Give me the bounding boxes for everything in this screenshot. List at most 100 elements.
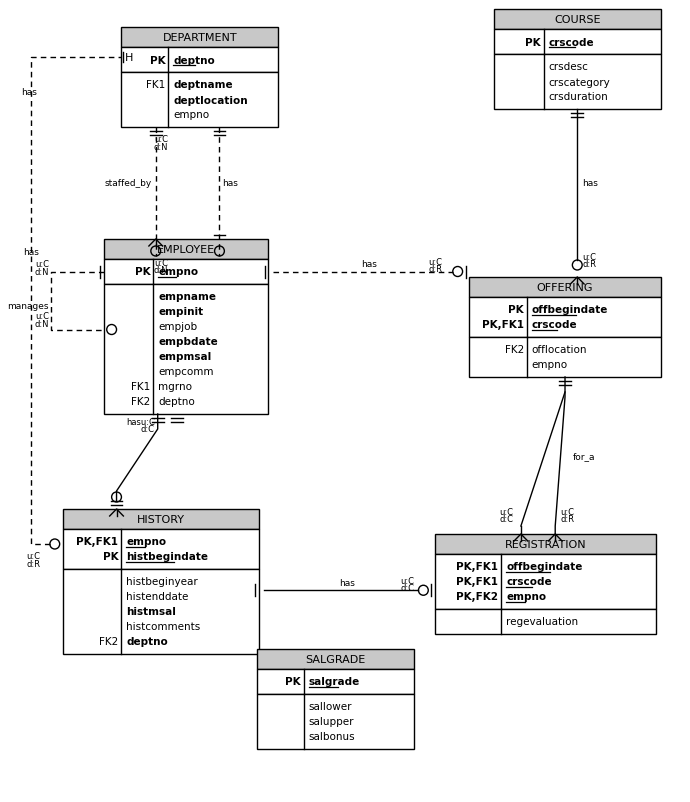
- Text: empno: empno: [173, 111, 210, 120]
- Text: histbeginyear: histbeginyear: [126, 577, 198, 587]
- Text: histmsal: histmsal: [126, 607, 176, 617]
- Text: has: has: [339, 578, 355, 587]
- Text: PK,FK1: PK,FK1: [77, 537, 119, 547]
- Text: sallower: sallower: [308, 702, 352, 711]
- Text: d:N: d:N: [154, 142, 168, 152]
- Text: staffed_by: staffed_by: [105, 180, 152, 188]
- Bar: [257, 669, 413, 695]
- Text: PK: PK: [135, 267, 150, 277]
- Text: d:R: d:R: [582, 260, 596, 269]
- Text: histenddate: histenddate: [126, 592, 188, 602]
- Text: PK,FK1: PK,FK1: [456, 577, 498, 587]
- Text: COURSE: COURSE: [554, 15, 600, 25]
- Bar: [104, 285, 268, 415]
- Text: has: has: [361, 260, 377, 269]
- Text: empmsal: empmsal: [158, 352, 211, 362]
- Bar: [121, 73, 278, 128]
- Text: crscode: crscode: [549, 38, 595, 47]
- Bar: [121, 28, 278, 48]
- Bar: [121, 48, 278, 73]
- Text: u:C: u:C: [401, 576, 415, 585]
- Text: offbegindate: offbegindate: [506, 561, 582, 572]
- Text: salbonus: salbonus: [308, 731, 355, 742]
- Text: regevaluation: regevaluation: [506, 617, 578, 626]
- Text: u:C: u:C: [154, 259, 168, 268]
- Text: PK,FK1: PK,FK1: [482, 320, 524, 330]
- Text: crsdesc: crsdesc: [549, 63, 589, 72]
- Text: hasu:C: hasu:C: [126, 418, 155, 427]
- Text: OFFERING: OFFERING: [537, 282, 593, 293]
- Bar: [63, 509, 259, 529]
- Bar: [257, 649, 413, 669]
- Text: FK1: FK1: [131, 382, 150, 392]
- Text: d:N: d:N: [34, 268, 49, 277]
- Text: d:N: d:N: [34, 320, 49, 329]
- Text: salupper: salupper: [308, 717, 354, 727]
- Text: empno: empno: [158, 267, 198, 277]
- Text: deptname: deptname: [173, 80, 233, 91]
- Text: histbegindate: histbegindate: [126, 552, 208, 561]
- Text: empno: empno: [126, 537, 166, 547]
- Text: for_a: for_a: [573, 452, 595, 460]
- Text: PK: PK: [285, 677, 301, 687]
- Bar: [435, 554, 656, 610]
- Text: d:N: d:N: [154, 266, 168, 275]
- Text: SALGRADE: SALGRADE: [305, 654, 365, 664]
- Text: FK2: FK2: [131, 397, 150, 407]
- Text: has: has: [21, 88, 37, 97]
- Bar: [257, 695, 413, 749]
- Text: u:C: u:C: [428, 257, 442, 267]
- Text: PK: PK: [103, 552, 119, 561]
- Text: has: has: [582, 180, 598, 188]
- Bar: [469, 298, 660, 338]
- Text: empcomm: empcomm: [158, 367, 214, 377]
- Text: mgrno: mgrno: [158, 382, 192, 392]
- Text: d:C: d:C: [499, 515, 513, 524]
- Text: offlocation: offlocation: [532, 345, 587, 355]
- Text: PK,FK2: PK,FK2: [456, 592, 498, 602]
- Bar: [469, 338, 660, 378]
- Text: PK: PK: [509, 305, 524, 315]
- Text: u:C: u:C: [26, 552, 40, 561]
- Text: FK1: FK1: [146, 80, 166, 91]
- Text: manages: manages: [8, 302, 49, 310]
- Text: EMPLOYEE: EMPLOYEE: [157, 245, 215, 255]
- Text: empinit: empinit: [158, 307, 204, 317]
- Text: empname: empname: [158, 292, 216, 302]
- Text: offbegindate: offbegindate: [532, 305, 608, 315]
- Text: PK,FK1: PK,FK1: [456, 561, 498, 572]
- Text: d:R: d:R: [428, 265, 442, 273]
- Text: d:R: d:R: [26, 560, 40, 569]
- Bar: [494, 55, 660, 110]
- Text: u:C: u:C: [35, 312, 49, 321]
- Bar: [494, 10, 660, 30]
- Bar: [104, 240, 268, 260]
- Text: deptno: deptno: [173, 55, 215, 66]
- Bar: [435, 610, 656, 634]
- Text: FK2: FK2: [99, 637, 119, 646]
- Text: u:C: u:C: [154, 136, 168, 144]
- Text: PK: PK: [150, 55, 166, 66]
- Text: deptlocation: deptlocation: [173, 95, 248, 105]
- Text: crscode: crscode: [532, 320, 578, 330]
- Text: HISTORY: HISTORY: [137, 514, 185, 525]
- Text: crscode: crscode: [506, 577, 552, 587]
- Text: has: has: [222, 180, 238, 188]
- Bar: [63, 569, 259, 654]
- Bar: [494, 30, 660, 55]
- Text: empbdate: empbdate: [158, 337, 218, 347]
- Text: d:C: d:C: [141, 425, 155, 434]
- Text: u:C: u:C: [560, 508, 574, 516]
- Text: REGISTRATION: REGISTRATION: [504, 539, 586, 549]
- Bar: [63, 529, 259, 569]
- Bar: [104, 260, 268, 285]
- Text: d:C: d:C: [401, 583, 415, 592]
- Text: empno: empno: [532, 360, 568, 370]
- Text: d:R: d:R: [560, 515, 574, 524]
- Bar: [469, 277, 660, 298]
- Text: deptno: deptno: [158, 397, 195, 407]
- Text: deptno: deptno: [126, 637, 168, 646]
- Text: crsduration: crsduration: [549, 92, 609, 103]
- Text: H: H: [126, 53, 134, 63]
- Text: empjob: empjob: [158, 322, 197, 332]
